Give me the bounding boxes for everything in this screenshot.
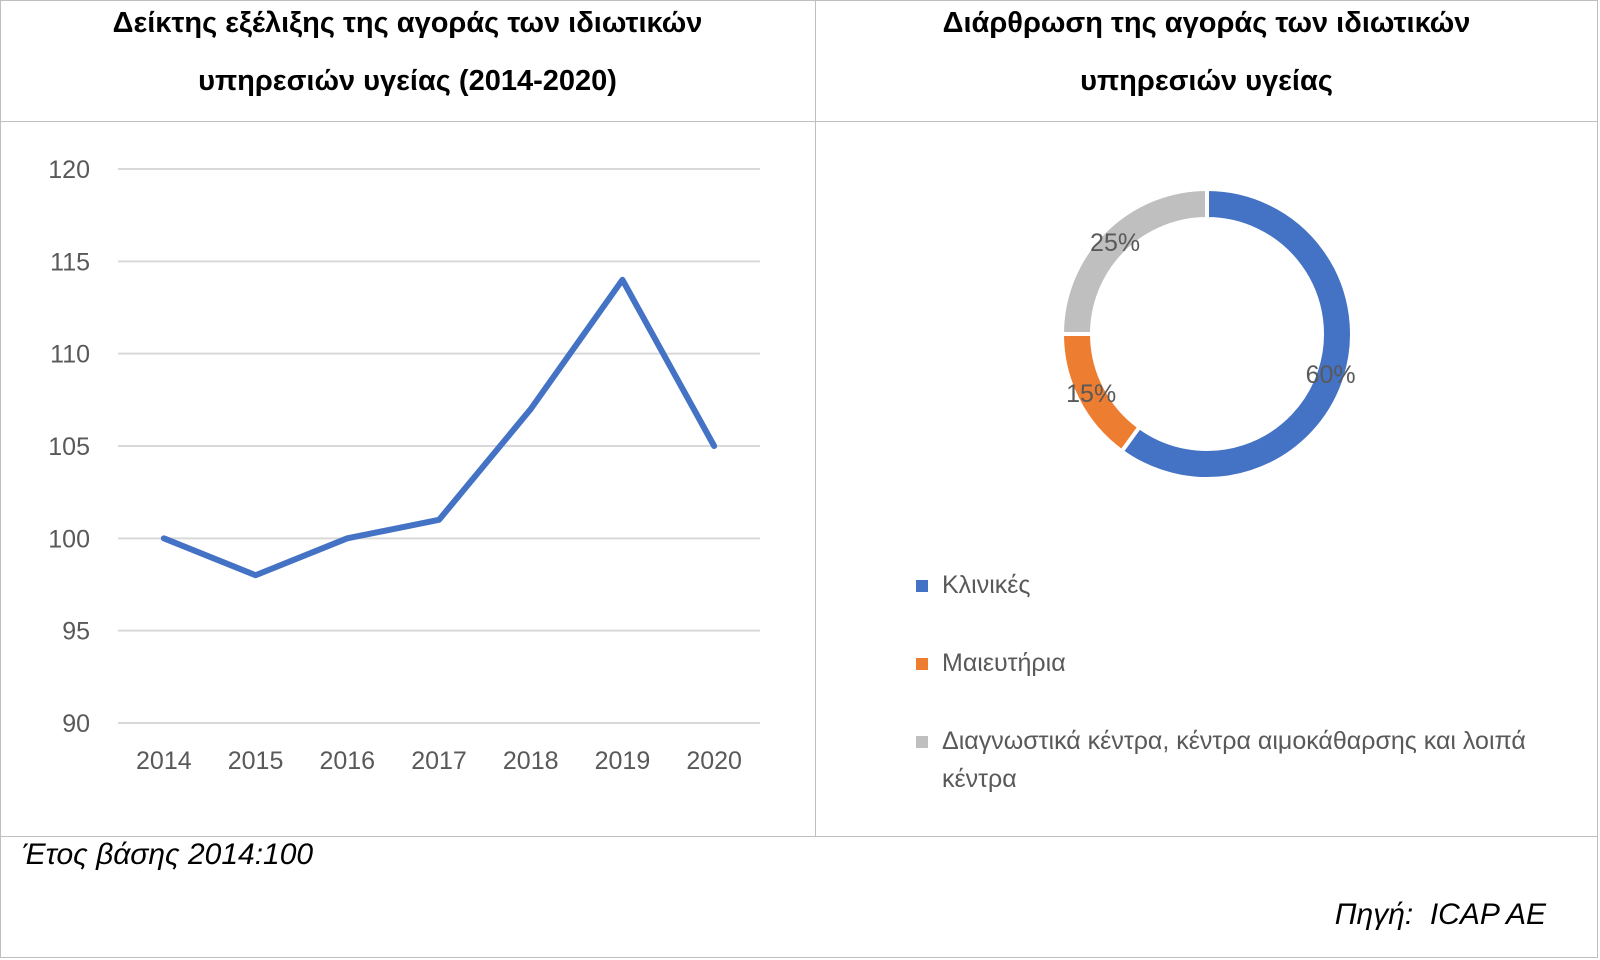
legend-swatch-maternity bbox=[916, 658, 928, 670]
body-divider bbox=[0, 836, 1598, 837]
line-chart-title-line2: υπηρεσιών υγείας (2014-2020) bbox=[198, 65, 617, 97]
base-year-note: Έτος βάσης 2014:100 bbox=[22, 838, 314, 871]
y-tick-label: 95 bbox=[62, 618, 90, 646]
column-divider bbox=[815, 0, 816, 837]
legend-label-diagnostic: Διαγνωστικά κέντρα, κέντρα αιμοκάθαρσης … bbox=[942, 727, 1526, 793]
header-divider bbox=[0, 121, 1598, 122]
x-tick-label: 2017 bbox=[411, 747, 467, 775]
donut-slice bbox=[1059, 186, 1209, 336]
x-tick-label: 2014 bbox=[136, 747, 192, 775]
legend-swatch-diagnostic bbox=[916, 736, 928, 748]
legend-item-diagnostic: Διαγνωστικά κέντρα, κέντρα αιμοκάθαρσης … bbox=[916, 722, 1556, 798]
slice-percent-label: 60% bbox=[1306, 361, 1356, 389]
y-tick-label: 100 bbox=[48, 525, 90, 553]
donut-chart: 60% 15% 25% bbox=[1059, 186, 1356, 481]
legend-label-maternity: Μαιευτήρια bbox=[942, 649, 1066, 677]
x-tick-label: 2015 bbox=[228, 747, 284, 775]
donut-chart-title-line2: υπηρεσιών υγείας bbox=[1080, 65, 1333, 97]
line-chart-title: Δείκτης εξέλιξης της αγοράς των ιδιωτικώ… bbox=[0, 0, 815, 110]
donut-chart-title: Διάρθρωση της αγοράς των ιδιωτικών υπηρε… bbox=[815, 0, 1598, 110]
x-tick-label: 2020 bbox=[686, 747, 742, 775]
x-tick-label: 2016 bbox=[319, 747, 375, 775]
donut-chart-title-line1: Διάρθρωση της αγοράς των ιδιωτικών bbox=[942, 7, 1471, 39]
y-tick-label: 120 bbox=[48, 156, 90, 184]
line-chart: 90 95 100 105 110 115 120 2014 2015 2016 2017 2018 2… bbox=[48, 156, 760, 775]
y-tick-label: 110 bbox=[50, 341, 90, 369]
legend-label-clinics: Κλινικές bbox=[942, 571, 1031, 599]
legend-swatch-clinics bbox=[916, 580, 928, 592]
donut-legend: Κλινικές Μαιευτήρια Διαγνωστικά κέντρα, … bbox=[916, 566, 1556, 838]
x-tick-label: 2018 bbox=[503, 747, 559, 775]
line-chart-title-line1: Δείκτης εξέλιξης της αγοράς των ιδιωτικώ… bbox=[112, 7, 703, 39]
y-tick-label: 90 bbox=[62, 710, 90, 738]
source-note: Πηγή: ICAP AE bbox=[1334, 898, 1546, 931]
slice-percent-label: 25% bbox=[1090, 229, 1140, 257]
y-tick-label: 105 bbox=[48, 433, 90, 461]
x-tick-label: 2019 bbox=[595, 747, 651, 775]
slice-percent-label: 15% bbox=[1066, 380, 1116, 408]
series-line bbox=[160, 276, 718, 579]
y-tick-label: 115 bbox=[50, 248, 90, 276]
legend-item-maternity: Μαιευτήρια bbox=[916, 644, 1556, 682]
legend-item-clinics: Κλινικές bbox=[916, 566, 1556, 604]
donut-slice bbox=[1118, 186, 1354, 481]
